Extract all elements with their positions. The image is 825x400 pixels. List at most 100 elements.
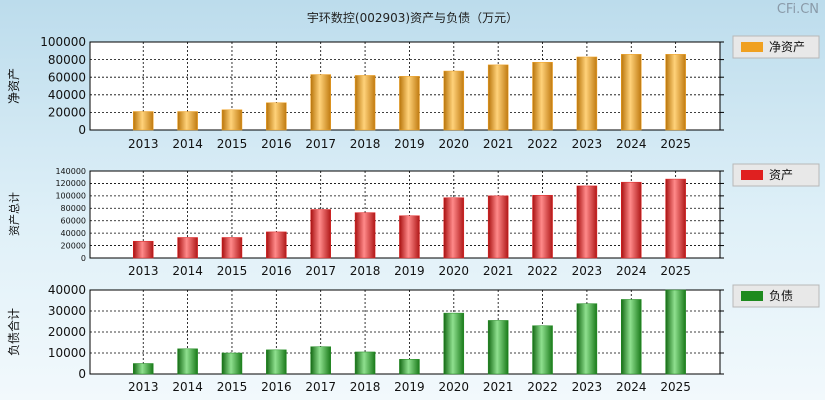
liabilities-xtick-label: 2023: [572, 380, 603, 394]
assets-ytick-label: 100000: [55, 192, 86, 201]
assets-ytick-label: 20000: [61, 241, 86, 250]
net-assets-xtick-label: 2015: [217, 137, 248, 151]
net-assets-bar: [665, 54, 686, 131]
net-assets-xtick-label: 2014: [172, 137, 203, 151]
net-assets-ytick-label: 20000: [48, 106, 86, 120]
liabilities-xtick-label: 2020: [439, 380, 470, 394]
net-assets-bar: [487, 64, 509, 131]
assets-bar: [532, 194, 553, 259]
liabilities-xtick-label: 2016: [261, 380, 292, 394]
net-assets-xtick-label: 2025: [660, 137, 691, 151]
net-assets-bar: [177, 111, 198, 131]
assets-bar: [487, 195, 509, 259]
assets-legend-box: [732, 163, 820, 187]
assets-bar: [310, 209, 331, 259]
assets-xtick-label: 2023: [572, 264, 603, 278]
liabilities-xtick-label: 2013: [128, 380, 159, 394]
liabilities-bar: [399, 359, 420, 375]
net-assets-xtick-label: 2023: [572, 137, 603, 151]
assets-legend-label: 资产: [769, 168, 793, 182]
liabilities-ytick-label: 40000: [48, 283, 86, 297]
net-assets-bar: [576, 56, 598, 131]
liabilities-legend-box: [732, 284, 820, 308]
liabilities-xtick-label: 2014: [172, 380, 203, 394]
liabilities-ylabel: 负债合计: [6, 308, 21, 356]
assets-xtick-label: 2021: [483, 264, 514, 278]
net-assets-xtick-label: 2024: [616, 137, 647, 151]
assets-xtick-label: 2024: [616, 264, 647, 278]
net-assets-xtick-label: 2022: [527, 137, 558, 151]
page-title: 宇环数控(002903)资产与负债（万元）: [306, 11, 519, 25]
net-assets-bar: [266, 102, 287, 131]
assets-bar: [443, 197, 465, 259]
net-assets-bar: [132, 111, 154, 131]
net-assets-ylabel: 净资产: [7, 68, 21, 104]
net-assets-bar: [310, 74, 331, 131]
liabilities-ytick-label: 0: [78, 367, 86, 381]
assets-bar: [665, 178, 686, 259]
liabilities-xtick-label: 2019: [394, 380, 425, 394]
net-assets-xtick-label: 2021: [483, 137, 514, 151]
assets-ytick-label: 80000: [61, 204, 86, 213]
net-assets-legend-box: [732, 35, 820, 59]
assets-xtick-label: 2025: [660, 264, 691, 278]
assets-ytick-label: 0: [81, 254, 86, 263]
liabilities-bar: [132, 363, 154, 375]
net-assets-xtick-label: 2020: [439, 137, 470, 151]
liabilities-ytick-label: 30000: [48, 304, 86, 318]
net-assets-xtick-label: 2016: [261, 137, 292, 151]
assets-xtick-label: 2018: [350, 264, 381, 278]
liabilities-xtick-label: 2022: [527, 380, 558, 394]
assets-ytick-label: 40000: [61, 229, 86, 238]
liabilities-xtick-label: 2021: [483, 380, 514, 394]
assets-bar: [266, 231, 287, 259]
assets-xtick-label: 2019: [394, 264, 425, 278]
assets-bar: [399, 215, 420, 259]
net-assets-bar: [621, 54, 642, 131]
assets-bar: [576, 185, 598, 259]
liabilities-xtick-label: 2024: [616, 380, 647, 394]
net-assets-bar: [532, 61, 553, 131]
assets-legend-swatch: [741, 170, 763, 180]
liabilities-xtick-label: 2015: [217, 380, 248, 394]
net-assets-ytick-label: 100000: [40, 35, 86, 49]
liabilities-bar: [443, 312, 465, 375]
liabilities-bar: [310, 346, 331, 375]
assets-xtick-label: 2020: [439, 264, 470, 278]
liabilities-bar: [665, 289, 686, 375]
net-assets-bar: [354, 75, 376, 131]
liabilities-bar: [221, 352, 243, 375]
liabilities-bar: [487, 320, 509, 375]
net-assets-xtick-label: 2019: [394, 137, 425, 151]
liabilities-legend-label: 负债: [769, 289, 793, 303]
liabilities-xtick-label: 2018: [350, 380, 381, 394]
net-assets-xtick-label: 2017: [305, 137, 336, 151]
assets-xtick-label: 2015: [217, 264, 248, 278]
assets-xtick-label: 2014: [172, 264, 203, 278]
net-assets-bar: [443, 70, 465, 131]
liabilities-bar: [576, 303, 598, 375]
liabilities-bar: [354, 351, 376, 375]
net-assets-xtick-label: 2018: [350, 137, 381, 151]
liabilities-legend-swatch: [741, 291, 763, 301]
liabilities-ytick-label: 20000: [48, 325, 86, 339]
net-assets-ytick-label: 60000: [48, 70, 86, 84]
liabilities-bar: [532, 325, 553, 375]
net-assets-legend-label: 净资产: [769, 40, 805, 54]
assets-xtick-label: 2016: [261, 264, 292, 278]
liabilities-bar: [621, 299, 642, 375]
net-assets-bar: [221, 109, 243, 131]
net-assets-ytick-label: 80000: [48, 53, 86, 67]
net-assets-bar: [399, 76, 420, 131]
liabilities-bar: [266, 349, 287, 375]
net-assets-ytick-label: 40000: [48, 88, 86, 102]
net-assets-legend-swatch: [741, 42, 763, 52]
liabilities-xtick-label: 2017: [305, 380, 336, 394]
assets-ylabel: 资产总计: [7, 192, 21, 236]
liabilities-xtick-label: 2025: [660, 380, 691, 394]
net-assets-ytick-label: 0: [78, 123, 86, 137]
liabilities-bar: [177, 348, 198, 375]
watermark-logo: CFi.CN: [776, 2, 819, 17]
assets-bar: [354, 212, 376, 259]
